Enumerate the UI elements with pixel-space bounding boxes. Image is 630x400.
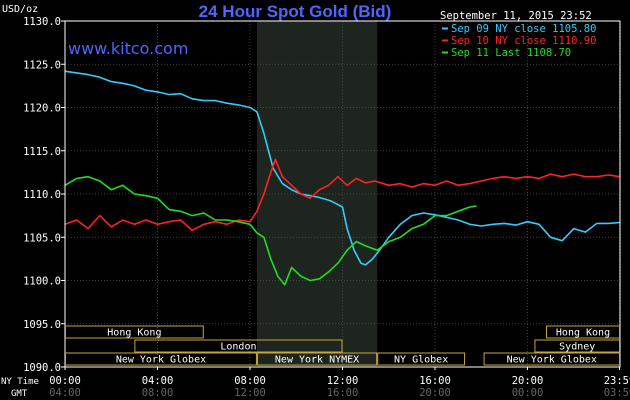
session-label: Hong Kong: [107, 328, 161, 339]
legend-entry: Sep 11 Last 1108.70: [451, 47, 571, 59]
session-label: Sydney: [559, 342, 595, 353]
gmt-tick-label: 04:00: [49, 387, 81, 399]
ny-time-row-label: NY Time: [1, 377, 39, 387]
x-tick-label: 00:00: [49, 375, 81, 387]
gmt-tick-label: 16:00: [327, 387, 359, 399]
x-tick-label: 20:00: [512, 375, 544, 387]
session-box: [134, 339, 343, 353]
site-link[interactable]: www.kitco.com: [68, 39, 188, 58]
session-label: New York Globex: [507, 355, 597, 366]
session-label: London: [220, 342, 256, 353]
legend-entry: Sep 09 NY close 1105.80: [451, 23, 596, 35]
session-box: [256, 352, 378, 366]
session-label: Hong Kong: [556, 328, 610, 339]
unit-label: USD/oz: [2, 4, 38, 15]
series-line-1: [64, 70, 621, 266]
session-box: [65, 325, 204, 339]
y-tick-label: 1115.0: [23, 146, 61, 158]
gmt-tick-label: 08:00: [142, 387, 174, 399]
y-tick-label: 1095.0: [23, 319, 61, 331]
x-tick-label: 23:59: [604, 375, 630, 387]
y-tick-label: 1090.0: [23, 362, 61, 374]
session-box: [546, 325, 620, 339]
y-axis-ticks: 1090.0 1095.0 1100.0 1105.0 1110.0 1115.0 1120…: [23, 16, 65, 374]
y-tick-label: 1100.0: [23, 276, 61, 288]
gmt-tick-label: 00:00: [512, 387, 544, 399]
x-axis-ticks: 00:0004:0004:0008:0008:0012:0012:0016:00…: [49, 367, 630, 399]
x-tick-label: 08:00: [234, 375, 266, 387]
y-tick-label: 1125.0: [23, 59, 61, 71]
session-label: New York Globex: [116, 355, 206, 366]
session-box: [534, 339, 620, 353]
legend-entry: Sep 10 NY close 1110.90: [451, 35, 596, 47]
session-label: NY Globex: [394, 355, 448, 366]
session-box: [377, 352, 466, 366]
series-line-2: [64, 158, 621, 232]
y-tick-label: 1110.0: [23, 189, 61, 201]
session-box: [483, 352, 620, 366]
y-tick-label: 1130.0: [23, 16, 61, 28]
timestamp: September 11, 2015 23:52: [440, 10, 592, 22]
x-tick-label: 12:00: [327, 375, 359, 387]
gmt-row-label: GMT: [11, 389, 28, 399]
gmt-tick-label: 20:00: [419, 387, 451, 399]
y-tick-label: 1105.0: [23, 232, 61, 244]
x-tick-label: 04:00: [142, 375, 174, 387]
chart-title: 24 Hour Spot Gold (Bid): [199, 2, 392, 21]
gmt-tick-label: 03:59: [604, 387, 630, 399]
session-box: [65, 352, 257, 366]
gmt-tick-label: 12:00: [234, 387, 266, 399]
price-series: [64, 70, 621, 286]
market-sessions: Hong Kong Hong Kong London Sydney New York G…: [65, 325, 620, 366]
series-line-3: [64, 175, 477, 286]
x-tick-label: 16:00: [419, 375, 451, 387]
y-tick-label: 1120.0: [23, 103, 61, 115]
session-label: New York NYMEX: [275, 355, 359, 366]
